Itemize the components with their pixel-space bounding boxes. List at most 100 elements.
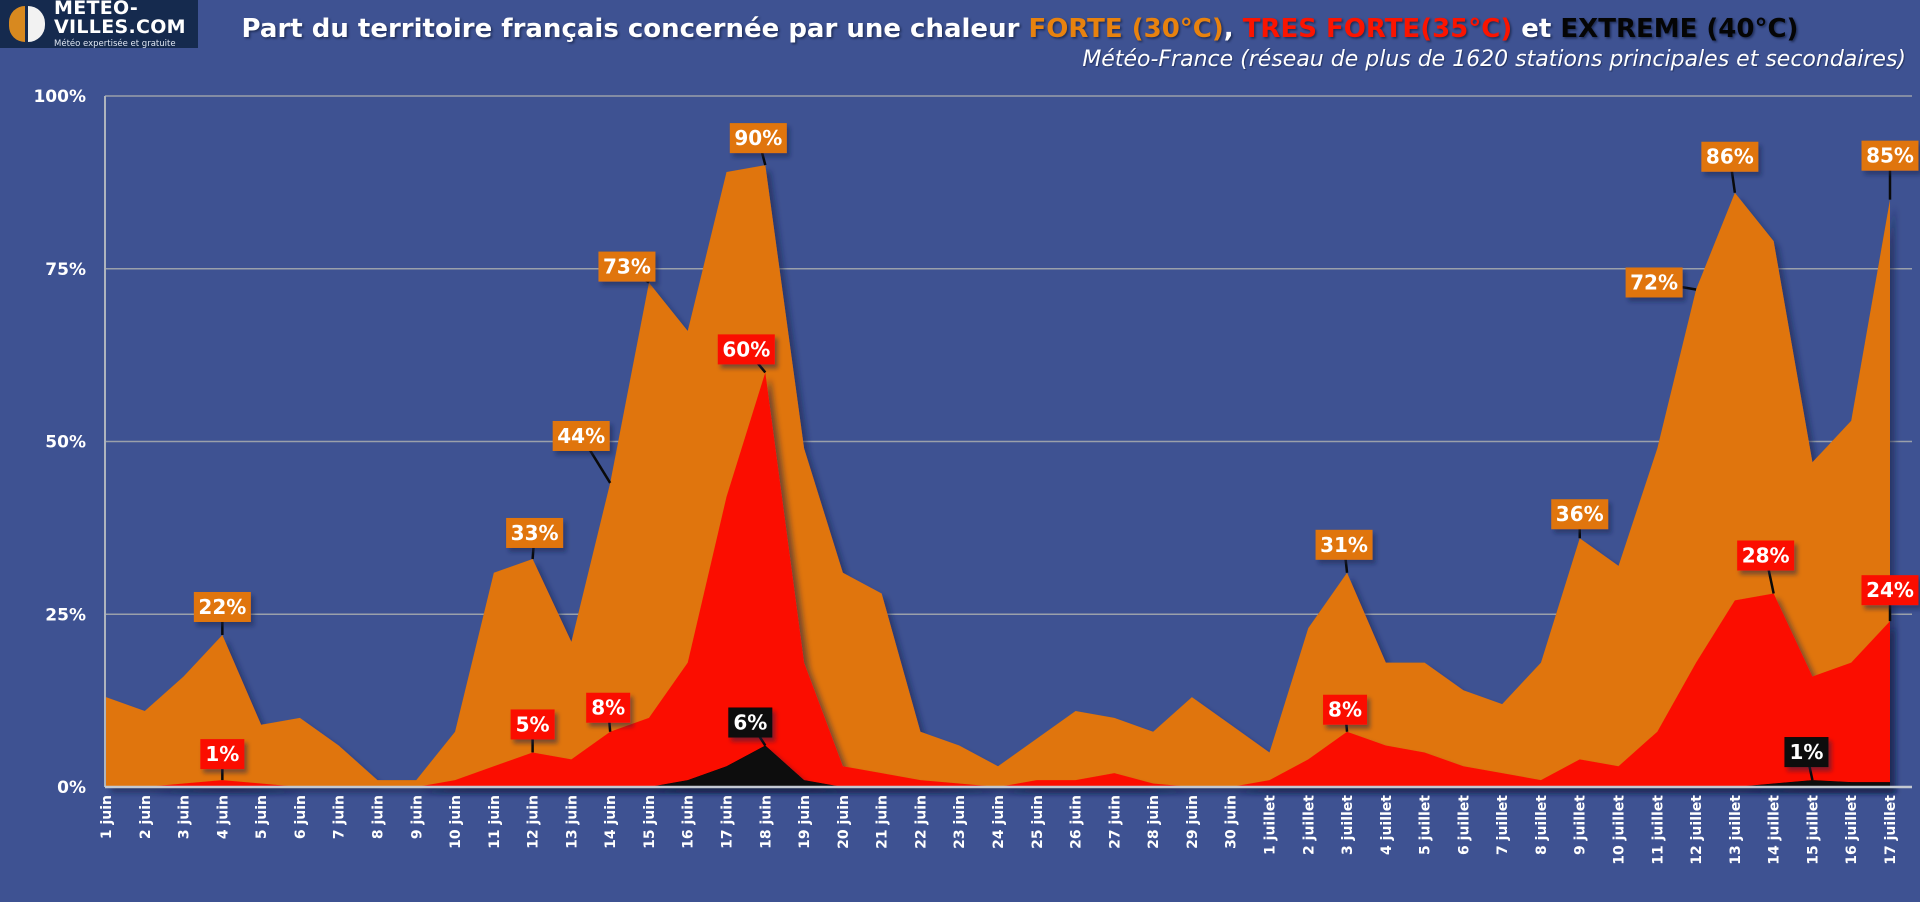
callout-value-36%: 36%	[1556, 502, 1604, 526]
callout-box-90%	[729, 123, 787, 154]
callout-value-85%: 85%	[1866, 144, 1914, 168]
x-tick-label-21-juin: 21 juin	[875, 795, 891, 849]
callout-box-33%	[506, 517, 564, 548]
x-tick-label-7-juin: 7 juin	[332, 795, 348, 839]
callout-value-1%: 1%	[205, 742, 239, 766]
callout-box-31%	[1315, 529, 1373, 560]
x-tick-label-9-juin: 9 juin	[409, 795, 425, 839]
chart-title-part-1: FORTE (30°C)	[1028, 14, 1224, 44]
callout-value-33%: 33%	[511, 521, 559, 545]
x-tick-label-28-juin: 28 juin	[1146, 795, 1162, 849]
x-tick-label-20-juin: 20 juin	[836, 795, 852, 849]
x-tick-label-3-juin: 3 juin	[177, 795, 193, 839]
x-tick-label-22-juin: 22 juin	[913, 795, 929, 849]
x-tick-label-8-juillet: 8 juillet	[1534, 795, 1550, 855]
x-tick-label-26-juin: 26 juin	[1069, 795, 1085, 849]
callout-box-22%	[193, 591, 251, 622]
x-tick-label-8-juin: 8 juin	[370, 795, 386, 839]
y-tick-label-25%: 25%	[45, 605, 86, 625]
x-tick-label-30-juin: 30 juin	[1224, 795, 1240, 849]
callout-box-6%	[728, 707, 773, 738]
callout-value-6%: 6%	[733, 711, 767, 735]
x-tick-label-11-juillet: 11 juillet	[1650, 795, 1666, 865]
callout-value-24%: 24%	[1866, 578, 1914, 602]
y-tick-label-100%: 100%	[33, 87, 86, 107]
callout-value-72%: 72%	[1630, 270, 1678, 294]
chart-source-subtitle: Météo-France (réseau de plus de 1620 sta…	[1082, 47, 1906, 72]
callout-box-24%	[1861, 575, 1919, 606]
callout-box-85%	[1861, 140, 1919, 171]
callout-value-60%: 60%	[722, 337, 770, 361]
sun-half-circle-icon	[9, 6, 45, 42]
axis-layer: 100% 75% 50% 25% 0% 1 juin 2 juin 3 juin 4 juin 5…	[33, 87, 1912, 865]
x-tick-label-1-juin: 1 juin	[99, 795, 115, 839]
area-layer	[106, 165, 1890, 788]
x-tick-label-15-juin: 15 juin	[642, 795, 658, 849]
x-tick-label-4-juin: 4 juin	[215, 795, 231, 839]
x-tick-label-18-juin: 18 juin	[758, 795, 774, 849]
x-tick-label-15-juillet: 15 juillet	[1805, 795, 1821, 865]
callout-box-5%	[510, 709, 555, 740]
x-tick-label-24-juin: 24 juin	[991, 795, 1007, 849]
x-tick-label-13-juin: 13 juin	[564, 795, 580, 849]
callout-box-28%	[1737, 540, 1795, 571]
callout-box-60%	[717, 334, 775, 365]
x-tick-label-6-juin: 6 juin	[293, 795, 309, 839]
data-label-layer: 22% 33% 44% 73% 90% 31% 36% 72% 86% 85% 1% 5% 8% 60% 8…	[193, 123, 1919, 781]
x-tick-label-16-juin: 16 juin	[681, 795, 697, 849]
callout-value-22%: 22%	[198, 595, 246, 619]
y-tick-label-50%: 50%	[45, 433, 86, 453]
chart-title: Part du territoire français concernée pa…	[120, 14, 1920, 44]
x-tick-label-12-juillet: 12 juillet	[1689, 795, 1705, 865]
callout-value-5%: 5%	[516, 712, 550, 736]
x-tick-label-9-juillet: 9 juillet	[1573, 795, 1589, 855]
x-tick-label-4-juillet: 4 juillet	[1379, 795, 1395, 855]
chart-title-part-0: Part du territoire français concernée pa…	[241, 14, 1029, 44]
callout-box-86%	[1701, 141, 1759, 172]
logo-text-block: METEO-VILLES.COM Météo expertisée et gra…	[54, 0, 198, 49]
x-tick-label-2-juillet: 2 juillet	[1301, 795, 1317, 855]
x-tick-label-2-juin: 2 juin	[138, 795, 154, 839]
area-tres-forte-35-c-	[106, 372, 1890, 787]
x-tick-label-29-juin: 29 juin	[1185, 795, 1201, 849]
logo-subtitle: Météo expertisée et gratuite	[54, 39, 176, 50]
x-tick-label-17-juillet: 17 juillet	[1883, 795, 1899, 865]
x-tick-label-23-juin: 23 juin	[952, 795, 968, 849]
callout-box-72%	[1625, 267, 1683, 298]
x-tick-label-6-juillet: 6 juillet	[1456, 795, 1472, 855]
callout-value-90%: 90%	[734, 126, 782, 150]
area-forte-30-c-	[106, 165, 1890, 788]
chart-title-part-3: TRES FORTE(35°C)	[1242, 14, 1513, 44]
x-tick-label-27-juin: 27 juin	[1107, 795, 1123, 849]
callout-value-31%: 31%	[1320, 533, 1368, 557]
x-tick-label-12-juin: 12 juin	[526, 795, 542, 849]
meteo-villes-logo: METEO-VILLES.COM Météo expertisée et gra…	[0, 0, 198, 48]
callout-value-8%: 8%	[591, 696, 625, 720]
y-tick-label-0%: 0%	[57, 778, 86, 798]
y-tick-label-75%: 75%	[45, 260, 86, 280]
callout-box-1%	[1784, 737, 1829, 768]
chart-title-part-5: EXTREME (40°C)	[1560, 14, 1799, 44]
callout-value-73%: 73%	[603, 255, 651, 279]
callout-value-1%: 1%	[1789, 740, 1823, 764]
x-tick-label-14-juillet: 14 juillet	[1767, 795, 1783, 865]
x-tick-label-5-juillet: 5 juillet	[1418, 795, 1434, 855]
callout-value-44%: 44%	[557, 424, 605, 448]
logo-title: METEO-VILLES.COM	[54, 0, 186, 39]
x-tick-label-7-juillet: 7 juillet	[1495, 795, 1511, 855]
x-tick-label-17-juin: 17 juin	[720, 795, 736, 849]
x-tick-label-14-juin: 14 juin	[603, 795, 619, 849]
callout-box-8%	[1323, 694, 1368, 725]
callout-box-8%	[586, 692, 631, 723]
x-tick-label-19-juin: 19 juin	[797, 795, 813, 849]
callout-value-28%: 28%	[1742, 544, 1790, 568]
chart-title-part-2: ,	[1223, 14, 1243, 44]
x-tick-label-3-juillet: 3 juillet	[1340, 795, 1356, 855]
x-tick-label-1-juillet: 1 juillet	[1262, 795, 1278, 855]
x-tick-label-16-juillet: 16 juillet	[1844, 795, 1860, 865]
callout-box-36%	[1551, 499, 1609, 530]
x-tick-label-25-juin: 25 juin	[1030, 795, 1046, 849]
callout-box-1%	[200, 739, 245, 770]
